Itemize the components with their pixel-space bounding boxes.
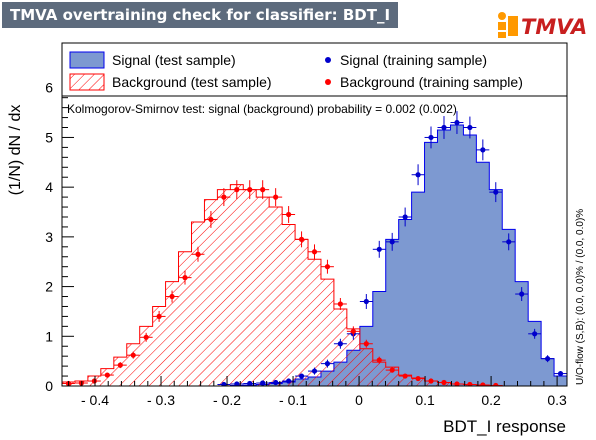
tmva-logo: TMVA	[498, 12, 587, 39]
legend-box	[62, 43, 567, 96]
signal-training-point	[519, 291, 525, 297]
y-tick-label: 4	[45, 179, 53, 195]
signal-training-points	[217, 111, 567, 386]
signal-training-point	[557, 370, 564, 377]
background-training-point	[389, 367, 395, 373]
y-tick-label: 1	[45, 328, 53, 344]
signal-training-point	[260, 380, 266, 386]
signal-training-point	[441, 124, 447, 131]
background-training-point	[156, 313, 162, 320]
signal-training-point	[544, 356, 551, 362]
background-training-point	[428, 378, 434, 384]
y-tick-label: 3	[45, 229, 53, 245]
background-training-point	[130, 352, 136, 358]
legend-marker	[325, 57, 331, 63]
legend: Signal (test sample) Signal (training sam…	[62, 43, 567, 97]
signal-training-point	[493, 189, 499, 195]
ks-test-annotation: Kolmogorov-Smirnov test: signal (backgro…	[67, 102, 457, 116]
signal-training-point	[428, 134, 434, 141]
signal-training-point	[247, 380, 253, 386]
background-training-point	[337, 301, 343, 307]
x-tick-label: - 0.1	[279, 392, 307, 408]
signal-training-point	[363, 298, 369, 305]
background-training-point	[104, 372, 110, 378]
signal-training-point	[221, 381, 227, 386]
background-training-point	[169, 293, 175, 300]
background-training-point	[363, 341, 369, 347]
background-training-point	[376, 357, 382, 363]
legend-label: Background (test sample)	[112, 74, 272, 90]
background-training-point	[182, 275, 188, 281]
legend-entry: Signal (test sample)	[69, 51, 236, 69]
signal-training-point	[402, 214, 408, 220]
logo-text: TMVA	[521, 15, 587, 39]
background-training-point	[286, 211, 292, 218]
background-training-point	[298, 236, 305, 242]
background-training-point	[441, 379, 447, 386]
background-training-point	[234, 187, 240, 193]
signal-training-point	[532, 331, 538, 337]
signal-training-point	[337, 341, 343, 347]
y-tick-label: 2	[45, 279, 53, 295]
overflow-annotation: U/O-flow (S,B): (0.0, 0.0)% / (0.0, 0.0)…	[575, 209, 586, 385]
legend-entry: Signal (training sample)	[325, 52, 487, 68]
signal-training-point	[389, 239, 395, 245]
background-training-point	[117, 362, 123, 368]
legend-entry: Background (training sample)	[325, 74, 523, 90]
y-tick-label: 0	[45, 378, 53, 394]
signal-training-point	[467, 124, 473, 131]
y-tick-label: 6	[45, 80, 53, 96]
background-training-point	[91, 378, 97, 384]
signal-training-point	[454, 119, 460, 126]
signal-training-point	[480, 147, 486, 153]
signal-training-point	[286, 378, 292, 384]
signal-training-point	[234, 381, 240, 386]
background-training-point	[454, 381, 460, 386]
legend-swatch	[69, 73, 105, 91]
background-training-point	[311, 249, 318, 255]
background-training-point	[208, 216, 214, 223]
background-training-point	[221, 194, 227, 200]
background-training-point	[415, 375, 421, 382]
background-training-point	[493, 382, 499, 386]
x-tick-label: 0.2	[481, 392, 501, 408]
background-training-point	[324, 264, 331, 270]
y-axis-label: (1/N) dN / dx	[7, 105, 24, 196]
legend-marker	[325, 79, 331, 85]
legend-label: Signal (test sample)	[112, 52, 236, 68]
signal-training-point	[311, 368, 318, 374]
background-training-point	[467, 381, 473, 386]
background-training-point	[247, 187, 253, 193]
signal-training-point	[324, 361, 331, 367]
background-training-point	[480, 382, 486, 386]
legend-label: Background (training sample)	[340, 74, 523, 90]
x-tick-label: 0.3	[547, 392, 567, 408]
axes: - 0.4 - 0.3 - 0.2 - 0.1 0 0.1 0.2 0.3 0 1 2 3 4 5 6	[45, 47, 567, 408]
signal-training-point	[273, 379, 279, 386]
background-training-point	[350, 328, 356, 334]
x-tick-label: - 0.3	[147, 392, 175, 408]
background-training-point	[260, 187, 266, 193]
signal-training-point	[506, 239, 512, 245]
background-training-point	[273, 194, 279, 200]
signal-training-point	[415, 172, 421, 178]
signal-training-point	[298, 373, 305, 379]
x-tick-label: - 0.2	[213, 392, 241, 408]
window-title: TMVA overtraining check for classifier: …	[2, 2, 398, 28]
plot-frame	[61, 42, 568, 387]
legend-label: Signal (training sample)	[340, 52, 487, 68]
x-tick-label: 0.1	[415, 392, 435, 408]
x-axis-label: BDT_I response	[443, 417, 566, 436]
y-tick-label: 5	[45, 129, 53, 145]
legend-entry: Background (test sample)	[69, 73, 272, 91]
legend-swatch	[69, 51, 105, 69]
background-training-point	[143, 334, 149, 340]
background-training-point	[402, 373, 408, 379]
x-tick-label: - 0.4	[81, 392, 109, 408]
plot-area	[62, 111, 567, 386]
x-tick-label: 0	[355, 392, 363, 408]
signal-training-point	[376, 246, 382, 252]
background-training-point	[195, 251, 201, 257]
